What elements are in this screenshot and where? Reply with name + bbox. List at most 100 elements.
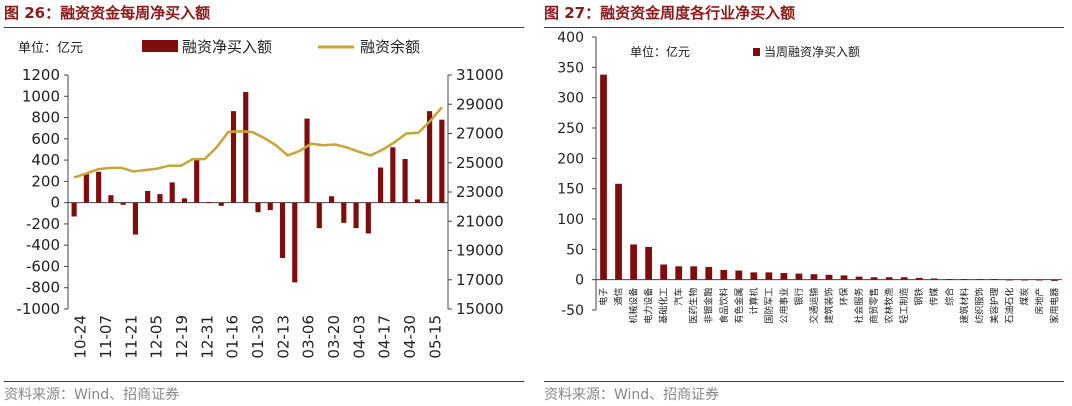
legend-bar-swatch [753,48,760,56]
industry-bar [870,277,878,280]
category-label: 非银金融 [703,288,715,324]
category-label: 医药生物 [688,288,700,324]
net-buying-bar [206,202,212,203]
category-label: 食品饮料 [718,288,730,324]
industry-bar [750,272,758,280]
y-tick-label: 100 [557,212,584,228]
net-buying-bar [390,147,396,203]
industry-net-buying-chart: -50 0 50 100 150 200 250 300 350 400 电子 通信 机械设备 电力设备基… [557,30,1062,324]
net-buying-bar [341,202,347,223]
net-buying-bar [439,119,445,203]
category-label: 美容护理 [988,288,1000,324]
right-y-tick-label: 15000 [456,300,504,318]
industry-bar [720,269,728,280]
source-divider [544,381,1064,382]
net-buying-bar [316,202,322,229]
right-y-tick-label: 21000 [456,212,504,230]
legend-net-buying: 融资净买入额 [182,38,272,56]
category-label: 有色金属 [733,288,745,324]
category-label: 机械设备 [628,288,640,324]
net-buying-bar [96,171,102,203]
category-label: 公用事业 [778,288,790,324]
chart-panel-weekly-net-buying: 图 26：融资资金每周净买入额 -1000 -800 -600 -400 -200 0 20… [0,0,528,406]
left-y-tick-label: 200 [31,172,60,190]
net-buying-bar [378,167,384,203]
right-y-tick-label: 17000 [456,271,504,289]
right-y-tick-label: 27000 [456,125,504,143]
legend-bar-swatch [142,40,178,52]
x-tick-label: 05-15 [426,315,444,359]
net-buying-bar [365,202,371,234]
source-divider [4,381,524,382]
title-divider [4,27,524,28]
source-note: 资料来源：Wind、招商证券 [4,387,180,403]
industry-bar [765,272,773,280]
category-label: 农林牧渔 [883,288,895,324]
right-y-tick-label: 25000 [456,154,504,172]
industry-bar [780,272,788,280]
industry-bar [975,279,983,280]
net-buying-bar [402,159,408,203]
industry-bar [855,276,863,280]
x-tick-label: 12-19 [173,315,191,359]
category-label: 纺织服饰 [973,288,985,324]
category-label: 电力设备 [643,288,655,324]
net-buying-bar [108,195,114,203]
margin-balance-line [73,106,443,179]
x-tick-label: 04-17 [376,315,394,359]
left-y-tick-label: 800 [31,109,60,127]
industry-bar [660,264,668,280]
x-tick-label: 01-16 [224,315,242,359]
net-buying-bar [71,202,77,217]
industry-bar [810,274,818,280]
industry-bar [945,279,953,280]
category-label: 环保 [838,288,850,306]
left-y-tick-label: -600 [26,257,60,275]
y-tick-label: -50 [561,303,584,319]
net-buying-bar [427,111,433,203]
category-label: 石油石化 [1003,288,1015,324]
category-label: 传媒 [928,288,940,306]
industry-bar [840,275,848,280]
industry-bar [645,246,652,280]
y-tick-label: 300 [557,91,584,107]
industry-bar [825,274,833,280]
category-label: 银行 [793,288,805,306]
category-label: 钢铁 [913,288,925,306]
legend-margin-balance: 融资余额 [360,38,420,56]
weekly-net-buying-chart: -1000 -800 -600 -400 -200 0 200 400 600 800 1000 12… [16,38,504,359]
left-y-tick-label: -200 [26,215,60,233]
category-label: 房地产 [1033,288,1045,315]
left-y-tick-label: -400 [26,236,60,254]
net-buying-bar [120,202,126,205]
y-tick-label: 400 [557,30,584,46]
net-buying-bar [414,199,420,203]
y-tick-label: 0 [575,273,584,289]
category-label: 轻工制造 [898,288,910,324]
category-label: 建筑材料 [958,288,970,324]
net-buying-bar [83,173,89,203]
source-note: 资料来源：Wind、招商证券 [544,387,720,403]
x-tick-label: 04-03 [350,315,368,359]
category-label: 建筑装饰 [823,288,835,324]
y-tick-label: 150 [557,182,584,198]
left-y-tick-label: 400 [31,151,60,169]
industry-bar [705,266,713,280]
title-divider [544,27,1064,28]
industry-bar [1021,279,1028,281]
x-tick-label: 12-05 [148,315,166,359]
category-label: 计算机 [748,288,760,315]
industry-bar [675,266,683,280]
left-y-tick-label: 600 [31,130,60,148]
industry-bar [615,183,622,280]
industry-bar [795,273,803,280]
chart-title: 图 27：融资资金周度各行业净买入额 [544,4,796,22]
net-buying-bar [353,202,359,229]
x-tick-label: 12-31 [198,315,216,359]
chart-panel-industry-net-buying: 图 27：融资资金周度各行业净买入额 -50 0 50 100 150 200 250 300… [540,0,1068,406]
net-buying-bar [230,111,237,203]
category-label: 电子 [598,288,610,306]
net-buying-bar [279,202,286,258]
x-tick-label: 01-30 [249,315,267,359]
net-buying-bar [181,198,188,203]
